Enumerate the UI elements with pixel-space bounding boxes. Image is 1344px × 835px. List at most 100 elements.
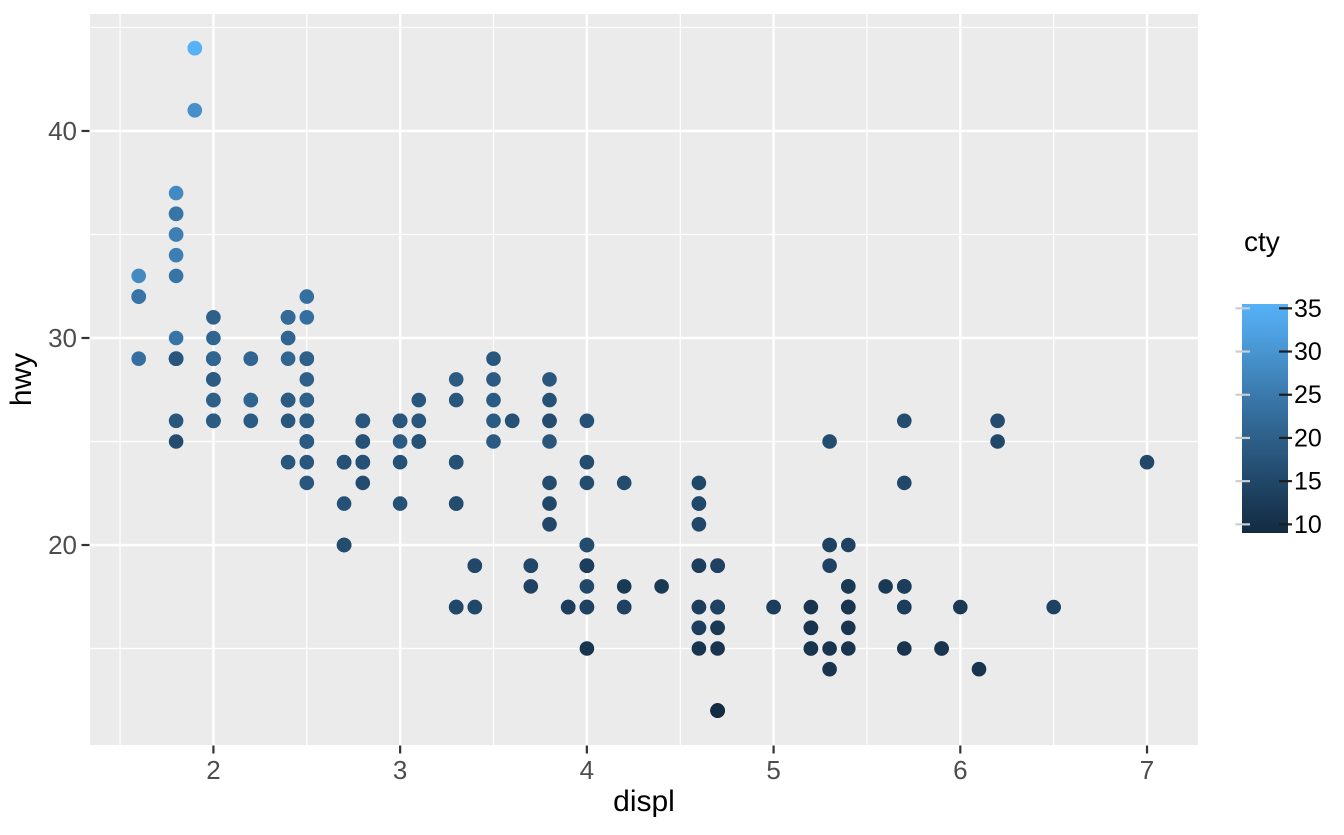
y-axis: 20 30 40 bbox=[48, 116, 90, 560]
data-point bbox=[206, 392, 221, 408]
data-point bbox=[822, 558, 837, 573]
data-point bbox=[579, 641, 595, 656]
legend-tick-label: 15 bbox=[1294, 468, 1322, 496]
data-point bbox=[579, 475, 595, 491]
data-point bbox=[168, 434, 184, 449]
data-point bbox=[299, 310, 315, 325]
data-point bbox=[579, 537, 595, 553]
data-point bbox=[168, 330, 184, 346]
data-point bbox=[691, 496, 707, 511]
data-point bbox=[897, 475, 912, 491]
data-point bbox=[336, 496, 352, 511]
data-point bbox=[579, 579, 595, 594]
data-point bbox=[392, 454, 408, 470]
data-point bbox=[579, 558, 595, 573]
data-point bbox=[243, 413, 259, 429]
data-point bbox=[953, 599, 968, 615]
data-point bbox=[822, 537, 837, 553]
data-point bbox=[131, 289, 146, 304]
x-tick-label: 5 bbox=[766, 755, 780, 785]
data-point bbox=[691, 517, 707, 532]
data-point bbox=[616, 599, 632, 615]
data-point bbox=[822, 434, 837, 449]
data-point bbox=[336, 454, 352, 470]
data-point bbox=[897, 413, 912, 429]
data-point bbox=[1046, 599, 1061, 615]
legend-tick-label: 20 bbox=[1294, 424, 1322, 452]
data-point bbox=[691, 641, 707, 656]
data-point bbox=[168, 351, 184, 367]
data-point bbox=[560, 599, 576, 615]
data-point bbox=[934, 641, 949, 656]
legend-labels: 10 15 20 25 30 35 bbox=[1294, 295, 1322, 539]
data-point bbox=[206, 351, 221, 367]
data-point bbox=[542, 434, 557, 449]
data-point bbox=[486, 351, 501, 367]
data-point bbox=[448, 496, 464, 511]
data-point bbox=[841, 599, 856, 615]
data-point bbox=[336, 537, 352, 553]
data-point bbox=[392, 413, 408, 429]
x-tick-label: 2 bbox=[206, 755, 220, 785]
data-point bbox=[579, 454, 595, 470]
data-point bbox=[542, 392, 557, 408]
data-point bbox=[448, 372, 464, 387]
data-point bbox=[299, 454, 315, 470]
data-point bbox=[971, 661, 987, 677]
y-tick-label: 20 bbox=[48, 530, 77, 560]
data-point bbox=[168, 227, 184, 242]
data-point bbox=[467, 599, 483, 615]
legend-ticks bbox=[1235, 307, 1292, 526]
data-point bbox=[542, 475, 557, 491]
data-point bbox=[542, 517, 557, 532]
data-point bbox=[841, 641, 856, 656]
data-point bbox=[299, 351, 315, 367]
data-point bbox=[187, 103, 203, 118]
data-point bbox=[448, 599, 464, 615]
data-point bbox=[280, 310, 296, 325]
data-point bbox=[187, 40, 203, 56]
data-point bbox=[841, 620, 856, 636]
data-point bbox=[355, 434, 371, 449]
data-point bbox=[280, 454, 296, 470]
legend-title: cty bbox=[1244, 226, 1280, 257]
data-point bbox=[710, 703, 725, 718]
plot-panel bbox=[90, 14, 1198, 745]
data-point bbox=[486, 392, 501, 408]
data-point bbox=[523, 558, 539, 573]
data-point bbox=[878, 579, 893, 594]
data-point bbox=[822, 661, 837, 677]
data-point bbox=[803, 641, 819, 656]
data-point bbox=[299, 434, 315, 449]
legend-tick-label: 30 bbox=[1294, 338, 1322, 366]
data-point bbox=[280, 330, 296, 346]
x-tick-label: 6 bbox=[953, 755, 967, 785]
data-point bbox=[616, 475, 632, 491]
data-point bbox=[486, 372, 501, 387]
data-point bbox=[299, 372, 315, 387]
data-point bbox=[710, 599, 725, 615]
legend-tick-label: 35 bbox=[1294, 295, 1322, 323]
data-point bbox=[710, 558, 725, 573]
data-point bbox=[168, 247, 184, 263]
data-point bbox=[542, 413, 557, 429]
data-point bbox=[691, 558, 707, 573]
x-tick-label: 7 bbox=[1140, 755, 1154, 785]
data-point bbox=[206, 310, 221, 325]
legend-tick-label: 10 bbox=[1294, 511, 1322, 539]
data-point bbox=[841, 537, 856, 553]
data-point bbox=[803, 599, 819, 615]
data-point bbox=[467, 558, 483, 573]
data-point bbox=[803, 620, 819, 636]
legend-colorbar: cty 10 15 20 25 30 35 bbox=[1235, 226, 1322, 539]
data-point bbox=[897, 579, 912, 594]
data-point bbox=[131, 268, 146, 284]
data-point bbox=[710, 620, 725, 636]
data-point bbox=[392, 496, 408, 511]
data-point bbox=[411, 392, 427, 408]
gridlines-major bbox=[90, 14, 1198, 745]
data-point bbox=[448, 454, 464, 470]
data-point bbox=[523, 579, 539, 594]
x-axis: 2 3 4 5 6 7 bbox=[206, 745, 1154, 785]
gridlines-minor bbox=[90, 14, 1198, 745]
